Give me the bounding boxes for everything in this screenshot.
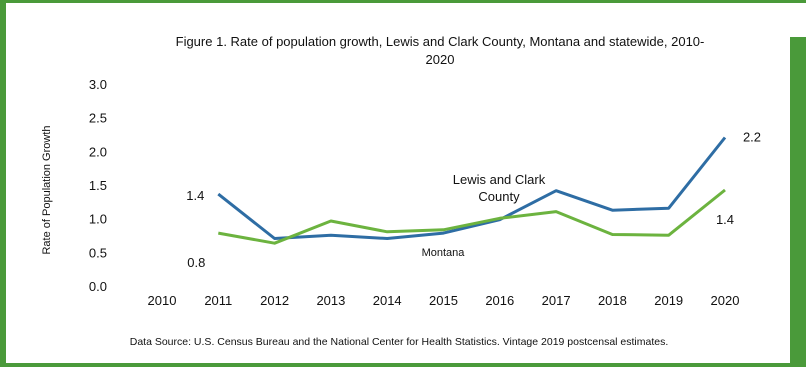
x-tick-label: 2010 [148,293,177,308]
x-tick-label: 2012 [260,293,289,308]
x-tick-label: 2017 [542,293,571,308]
data-source-note: Data Source: U.S. Census Bureau and the … [130,336,669,348]
x-tick-label: 2020 [711,293,740,308]
y-axis-label: Rate of Population Growth [41,125,53,254]
x-tick-label: 2011 [204,293,232,308]
x-tick-label: 2014 [373,293,402,308]
y-tick-label: 1.0 [89,212,107,227]
series-name-label: Montana [422,247,466,259]
chart-title-line-2: 2020 [426,52,455,67]
x-tick-label: 2016 [485,293,514,308]
series-lines [217,136,727,245]
x-tick-label: 2018 [598,293,627,308]
data-value-label: 1.4 [186,188,204,203]
data-value-label: 0.8 [187,255,205,270]
series-line-1 [218,188,726,245]
data-value-label: 2.2 [743,130,761,145]
y-tick-label: 2.5 [89,111,107,126]
y-tick-label: 3.0 [89,77,107,92]
x-tick-label: 2013 [316,293,345,308]
x-tick-label: 2019 [654,293,683,308]
y-tick-label: 1.5 [89,178,107,193]
y-tick-label: 0.0 [89,279,107,294]
series-line-0 [217,136,727,240]
x-tick-label: 2015 [429,293,458,308]
data-value-label: 1.4 [716,212,734,227]
frame-accent-bar [790,37,806,367]
y-ticks: 0.0 0.5 1.0 1.5 2.0 2.5 3.0 [89,77,107,294]
series-name-label: County [478,189,520,204]
data-labels: Lewis and Clark County Montana 1.4 0.8 2.2 1.4 [186,130,761,271]
y-tick-label: 2.0 [89,144,107,159]
y-tick-label: 0.5 [89,245,107,260]
chart-title-line-1: Figure 1. Rate of population growth, Lew… [176,34,705,49]
series-name-label: Lewis and Clark [453,172,546,187]
x-ticks: 2010 2011 2012 2013 2014 2015 2016 2017 2018 2019… [148,293,740,308]
